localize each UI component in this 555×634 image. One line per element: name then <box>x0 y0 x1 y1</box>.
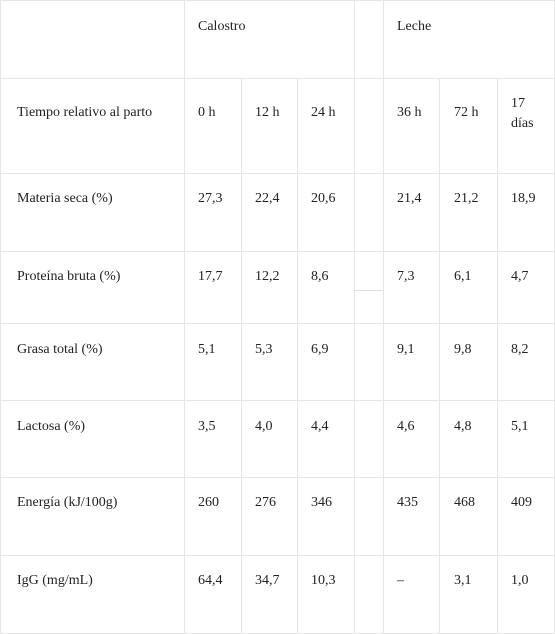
table-cell: 17,7 <box>198 269 223 284</box>
table-cell: 4,8 <box>454 419 472 434</box>
grid-line <box>0 0 1 634</box>
table-cell: 435 <box>397 495 418 510</box>
row-label-igg: IgG (mg/mL) <box>17 573 93 588</box>
grid-line <box>0 173 555 174</box>
table-cell: 8,2 <box>511 342 529 357</box>
table-cell: 4,6 <box>397 419 415 434</box>
cell-12h: 12 h <box>255 105 280 120</box>
table-cell: 22,4 <box>255 191 280 206</box>
table-cell: 20,6 <box>311 191 336 206</box>
grid-line <box>354 0 355 634</box>
grid-line <box>0 78 555 79</box>
table-cell: 5,1 <box>198 342 216 357</box>
cell-17dias: 17 días <box>511 96 534 131</box>
table-cell: 8,6 <box>311 269 329 284</box>
table-cell: 9,8 <box>454 342 472 357</box>
grid-line <box>184 0 185 634</box>
row-label-energia: Energía (kJ/100g) <box>17 495 118 510</box>
table-cell: 4,0 <box>255 419 273 434</box>
cell-0h: 0 h <box>198 105 216 120</box>
grid-line <box>354 290 383 291</box>
table-cell: 5,3 <box>255 342 273 357</box>
cell-72h: 72 h <box>454 105 479 120</box>
grid-line <box>439 78 440 634</box>
table-cell: 10,3 <box>311 573 336 588</box>
table-cell: 1,0 <box>511 573 529 588</box>
grid-line <box>297 78 298 634</box>
table-cell: 64,4 <box>198 573 223 588</box>
table-cell: 21,4 <box>397 191 422 206</box>
grid-line <box>0 477 555 478</box>
table-cell: 7,3 <box>397 269 415 284</box>
table-cell: 6,9 <box>311 342 329 357</box>
grid-line <box>0 400 555 401</box>
grid-line <box>0 323 555 324</box>
table-cell: 12,2 <box>255 269 280 284</box>
table-cell: 9,1 <box>397 342 415 357</box>
row-label-proteina-bruta: Proteína bruta (%) <box>17 269 121 284</box>
group-header-calostro: Calostro <box>198 19 246 34</box>
table-cell: 21,2 <box>454 191 479 206</box>
cell-24h: 24 h <box>311 105 336 120</box>
table-cell: 4,4 <box>311 419 329 434</box>
table-cell: 3,5 <box>198 419 216 434</box>
group-header-leche: Leche <box>397 19 432 34</box>
table-cell: 3,1 <box>454 573 472 588</box>
grid-line <box>241 78 242 634</box>
grid-line <box>383 0 384 634</box>
table-cell: 6,1 <box>454 269 472 284</box>
table-cell: 468 <box>454 495 475 510</box>
grid-line <box>0 0 555 1</box>
table-cell: 346 <box>311 495 332 510</box>
table-cell: 409 <box>511 495 532 510</box>
grid-line <box>0 251 555 252</box>
table-cell: 260 <box>198 495 219 510</box>
cell-36h: 36 h <box>397 105 422 120</box>
row-label-grasa-total: Grasa total (%) <box>17 342 103 357</box>
table-cell: 4,7 <box>511 269 529 284</box>
table-cell: 5,1 <box>511 419 529 434</box>
grid-line <box>497 78 498 634</box>
table-cell: 34,7 <box>255 573 280 588</box>
table-cell: 27,3 <box>198 191 223 206</box>
row-label-materia-seca: Materia seca (%) <box>17 191 113 206</box>
row-label-lactosa: Lactosa (%) <box>17 419 86 434</box>
table-cell: – <box>397 573 404 588</box>
table-cell: 276 <box>255 495 276 510</box>
grid-line <box>0 555 555 556</box>
table-cell: 18,9 <box>511 191 536 206</box>
row-label-tiempo: Tiempo relativo al parto <box>17 105 153 120</box>
